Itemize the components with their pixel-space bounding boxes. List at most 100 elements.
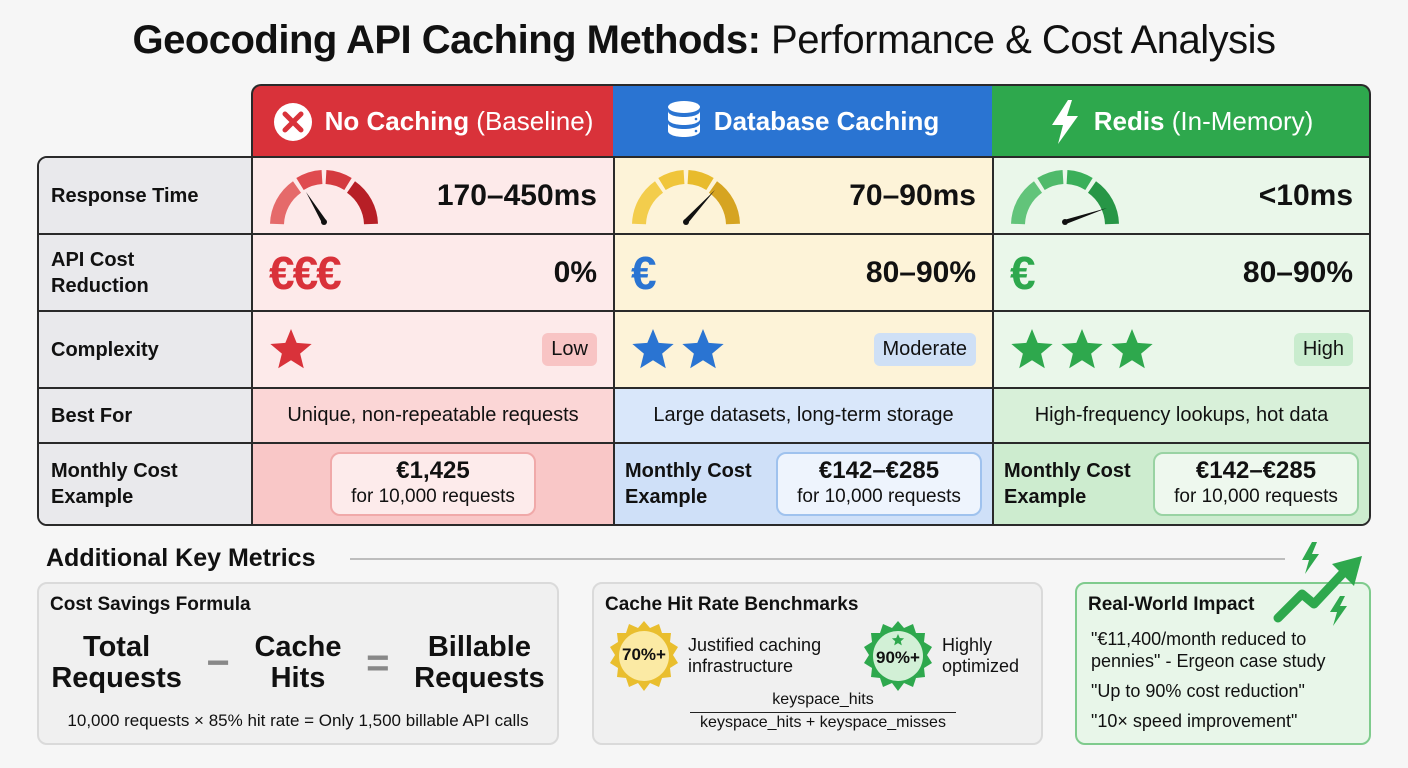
- row-label-monthly-cost: Monthly Cost Example: [39, 444, 253, 524]
- api-cost-value: 80–90%: [1242, 255, 1353, 289]
- monthly-cost-label: Monthly Cost Example: [51, 460, 178, 508]
- title-bold: Geocoding API Caching Methods:: [132, 18, 761, 62]
- x-circle-icon: [273, 102, 312, 141]
- formula-equation: Total Requests − Cache Hits = Billable Requ…: [39, 632, 557, 694]
- column-header-database-caching: Database Caching: [613, 84, 993, 157]
- comparison-table: Response Time 170–450ms 70–90ms <10ms: [37, 156, 1371, 526]
- impact-quotes: "€11,400/month reduced to pennies" - Erge…: [1091, 628, 1326, 740]
- best-for-value: High-frequency lookups, hot data: [1034, 404, 1329, 426]
- lightning-icon: [1051, 99, 1078, 144]
- column-name: No Caching: [324, 106, 470, 136]
- cell-best-for-database: Large datasets, long-term storage: [615, 389, 994, 444]
- cell-response-time-redis: <10ms: [994, 158, 1369, 235]
- cell-api-cost-redis: € 80–90%: [994, 235, 1369, 312]
- response-time-value: 70–90ms: [849, 178, 976, 212]
- column-header-redis: Redis (In-Memory): [992, 84, 1371, 157]
- impact-quote-ergeon: "€11,400/month reduced to pennies" - Erge…: [1091, 629, 1326, 671]
- complexity-badge: Low: [542, 333, 597, 366]
- response-time-value: 170–450ms: [436, 178, 597, 212]
- cell-response-time-database: 70–90ms: [615, 158, 994, 235]
- star-icon: [1111, 328, 1153, 368]
- star-icon: [270, 328, 312, 368]
- cell-best-for-redis: High-frequency lookups, hot data: [994, 389, 1369, 444]
- rating-stars: [1010, 328, 1154, 371]
- cell-monthly-cost-database: Monthly Cost Example €142–€285 for 10,000…: [615, 444, 994, 524]
- cache-hit-rate-benchmarks-panel: Cache Hit Rate Benchmarks 70%+ Justified…: [592, 582, 1043, 745]
- gauge-medium-icon: [632, 170, 740, 225]
- column-qualifier: (In-Memory): [1164, 106, 1314, 136]
- benchmark-70: 70%+ Justified caching infrastructure: [608, 620, 821, 692]
- star-icon: [1011, 328, 1053, 368]
- complexity-badge: High: [1293, 333, 1353, 366]
- ratio-numerator: keyspace_hits: [690, 690, 956, 713]
- monthly-cost-box: €142–€285 for 10,000 requests: [1153, 452, 1359, 516]
- cell-complexity-redis: High: [994, 312, 1369, 389]
- formula-term-total-requests: Total Requests: [51, 631, 182, 694]
- panel-title: Real-World Impact: [1088, 594, 1255, 615]
- euro-icon: €: [631, 246, 657, 299]
- cell-best-for-no-caching: Unique, non-repeatable requests: [253, 389, 615, 444]
- cost-savings-formula-panel: Cost Savings Formula Total Requests − Cac…: [37, 582, 559, 745]
- cell-api-cost-no-caching: €€€ 0%: [253, 235, 615, 312]
- api-cost-value: 0%: [553, 255, 597, 289]
- cell-complexity-no-caching: Low: [253, 312, 615, 389]
- benchmark-90: 90%+ Highly optimized: [862, 620, 1019, 692]
- ratio-denominator: keyspace_hits + keyspace_misses: [700, 714, 946, 731]
- impact-quote-speed: "10× speed improvement": [1091, 711, 1298, 731]
- cell-complexity-database: Moderate: [615, 312, 994, 389]
- minus-operator: −: [206, 640, 230, 685]
- cell-api-cost-database: € 80–90%: [615, 235, 994, 312]
- equals-operator: =: [366, 640, 390, 685]
- best-for-value: Large datasets, long-term storage: [653, 404, 954, 426]
- monthly-cost-box: €142–€285 for 10,000 requests: [776, 452, 982, 516]
- response-time-value: <10ms: [1258, 178, 1353, 212]
- monthly-cost-amount: €142–€285: [818, 457, 940, 484]
- gauge-fast-icon: [1011, 170, 1119, 225]
- panel-title: Cost Savings Formula: [50, 594, 251, 615]
- column-header-no-caching: No Caching (Baseline): [251, 84, 614, 157]
- monthly-cost-amount: €1,425: [396, 457, 470, 484]
- euro-icon: €€€: [269, 246, 342, 299]
- seal-badge-yellow-icon: 70%+: [608, 620, 680, 692]
- panel-title: Cache Hit Rate Benchmarks: [605, 594, 859, 615]
- star-icon: [632, 328, 674, 368]
- cell-response-time-no-caching: 170–450ms: [253, 158, 615, 235]
- star-icon: [1061, 328, 1103, 368]
- formula-term-cache-hits: Cache Hits: [254, 631, 342, 694]
- title-light: Performance & Cost Analysis: [760, 18, 1276, 62]
- benchmark-90-text: Highly optimized: [942, 635, 1020, 676]
- cell-monthly-cost-no-caching: €1,425 for 10,000 requests: [253, 444, 615, 524]
- rating-stars: [269, 328, 313, 371]
- best-for-value: Unique, non-repeatable requests: [287, 404, 579, 426]
- cell-monthly-cost-redis: Monthly Cost Example €142–€285 for 10,000…: [994, 444, 1369, 524]
- gauge-slow-icon: [270, 170, 378, 225]
- trending-up-lightning-icon: [1273, 542, 1362, 626]
- monthly-cost-sub: for 10,000 requests: [1174, 486, 1338, 507]
- database-icon: [667, 100, 700, 137]
- column-qualifier: (Baseline): [469, 106, 594, 136]
- impact-quote-cost: "Up to 90% cost reduction": [1091, 681, 1305, 701]
- section-title-additional-metrics: Additional Key Metrics: [46, 544, 316, 572]
- monthly-cost-box: €1,425 for 10,000 requests: [330, 452, 536, 516]
- benchmark-70-text: Justified caching infrastructure: [688, 635, 822, 676]
- api-cost-value: 80–90%: [865, 255, 976, 289]
- row-label-complexity: Complexity: [39, 312, 253, 389]
- row-label-response-time: Response Time: [39, 158, 253, 235]
- complexity-badge: Moderate: [873, 333, 976, 366]
- monthly-cost-amount: €142–€285: [1195, 457, 1317, 484]
- row-label-api-cost: API Cost Reduction: [39, 235, 253, 312]
- monthly-cost-sub: for 10,000 requests: [351, 486, 515, 507]
- formula-example-note: 10,000 requests × 85% hit rate = Only 1,…: [67, 711, 529, 730]
- star-icon: [682, 328, 724, 368]
- euro-icon: €: [1010, 246, 1036, 299]
- column-name: Database Caching: [713, 106, 940, 136]
- seal-badge-green-icon: 90%+: [862, 620, 934, 692]
- section-divider: [350, 558, 1285, 560]
- page-title: Geocoding API Caching Methods: Performan…: [0, 18, 1408, 63]
- row-label-best-for: Best For: [39, 389, 253, 444]
- column-name: Redis: [1093, 106, 1165, 136]
- real-world-impact-panel: Real-World Impact "€11,400/month reduced…: [1075, 582, 1371, 745]
- hit-rate-ratio-formula: keyspace_hits keyspace_hits + keyspace_m…: [690, 690, 956, 733]
- formula-term-billable-requests: Billable Requests: [414, 631, 545, 694]
- monthly-cost-inline-label: Monthly Cost Example: [625, 460, 752, 508]
